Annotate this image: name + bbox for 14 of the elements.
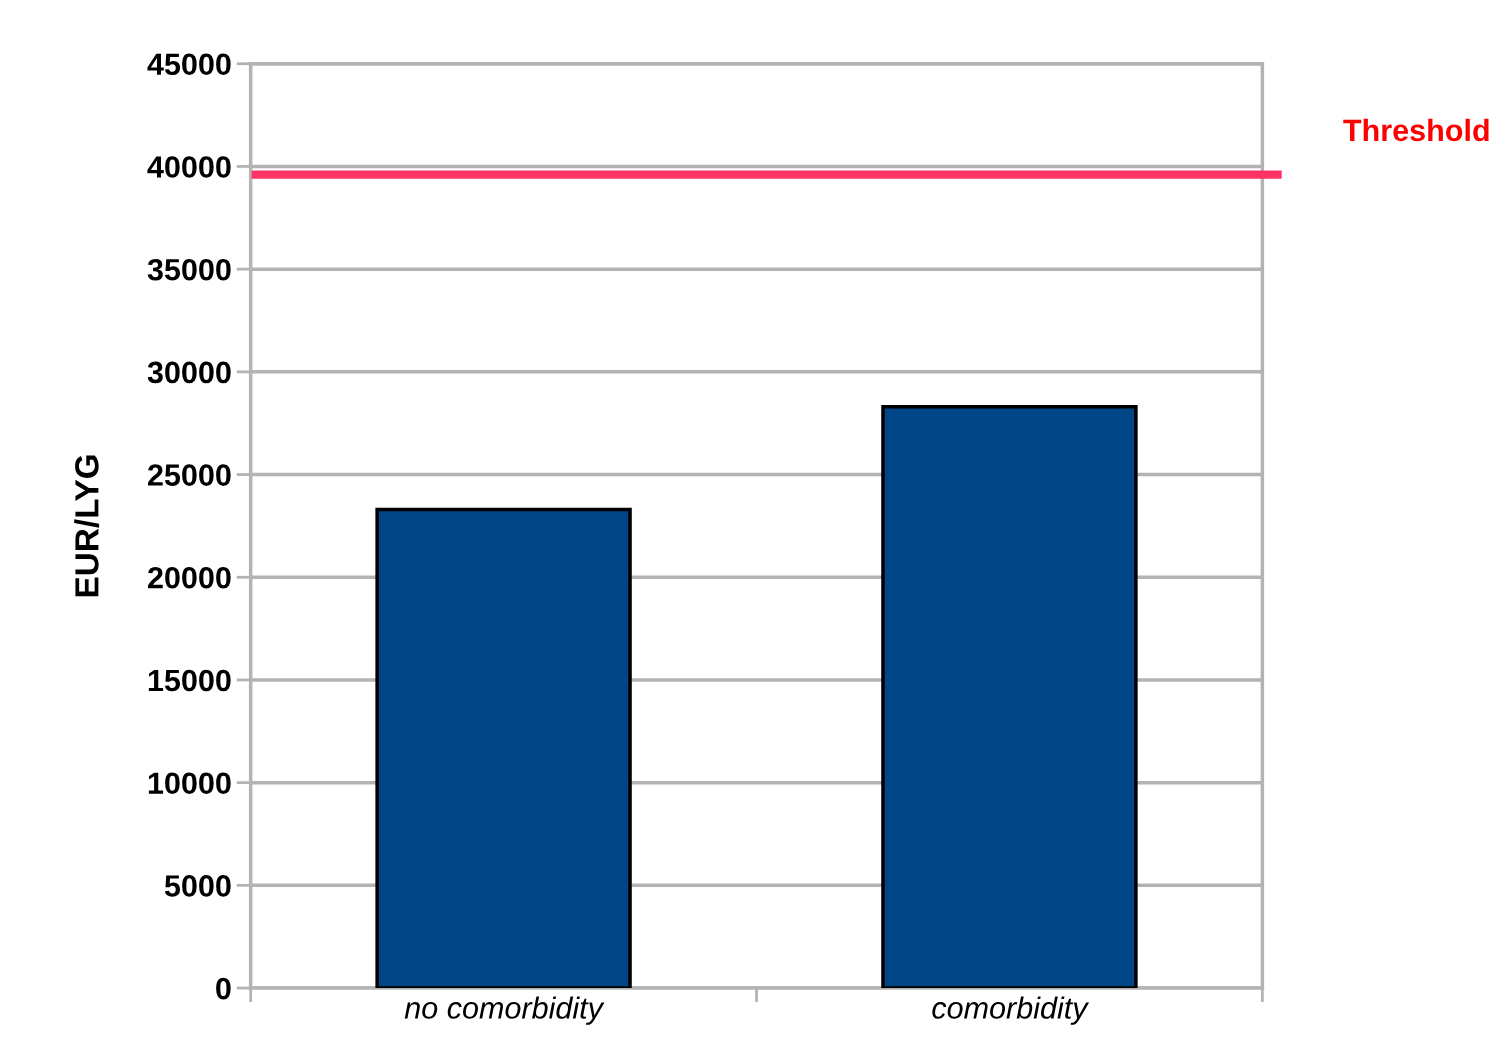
x-tick-label: comorbidity xyxy=(932,996,1090,1025)
y-tick-label: 25000 xyxy=(148,464,231,486)
y-tick-label: 5000 xyxy=(164,875,231,897)
y-tick-label: 20000 xyxy=(148,566,231,589)
x-tick-label: no comorbidity xyxy=(404,996,605,1025)
y-tick-label: 45000 xyxy=(147,53,231,76)
y-tick-label: 30000 xyxy=(147,361,231,384)
ref-line-label: Threshold xyxy=(1343,118,1489,142)
y-tick-label: 35000 xyxy=(147,258,231,281)
y-tick-label: 15000 xyxy=(148,669,231,692)
y-tick-label: 10000 xyxy=(148,772,231,795)
y-axis-title: EUR/LYG xyxy=(74,455,100,597)
y-tick-label: 0 xyxy=(216,977,231,1000)
y-tick-label: 40000 xyxy=(147,156,231,178)
